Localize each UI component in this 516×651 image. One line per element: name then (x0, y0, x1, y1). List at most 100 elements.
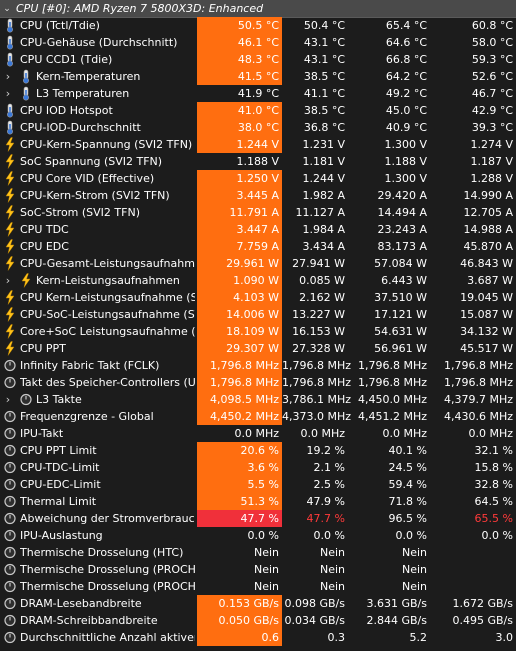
sensor-row[interactable]: Thermische Drosselung (PROCH... Nein Nein N… (0, 561, 516, 578)
sensor-row[interactable]: Durchschnittliche Anzahl aktiver ... 0.6 0… (0, 629, 516, 646)
current-value: 3.447 A (197, 221, 282, 238)
sensor-row[interactable]: IPU-Auslastung 0.0 % 0.0 % 0.0 % 0.0 % (0, 527, 516, 544)
minimum-value: 0.0 % (313, 529, 345, 542)
sensor-row[interactable]: CPU (Tctl/Tdie) 50.5 °C 50.4 °C 65.4 °C 60.8… (0, 17, 516, 34)
maximum-value: 64.2 °C (385, 70, 427, 83)
lightning-bolt-icon (4, 171, 16, 186)
sensor-name: CPU-Gesamt-Leistungsaufnahme (20, 257, 195, 270)
gauge-icon (4, 426, 16, 441)
sensor-row[interactable]: CPU-Kern-Spannung (SVI2 TFN) 1.244 V 1.231… (0, 136, 516, 153)
average-value: 3.0 (495, 631, 514, 644)
sensor-row[interactable]: CPU TDC 3.447 A 1.984 A 23.243 A 14.988 A (0, 221, 516, 238)
expand-chevron-icon[interactable]: › (5, 393, 11, 406)
current-value: 51.3 % (197, 493, 282, 510)
sensor-row[interactable]: CPU-Kern-Strom (SVI2 TFN) 3.445 A 1.982 A 2… (0, 187, 516, 204)
sensor-row[interactable]: CPU PPT Limit 20.6 % 19.2 % 40.1 % 32.1 % (0, 442, 516, 459)
current-value: 41.9 °C (237, 87, 279, 100)
sensor-row[interactable]: Core+SoC Leistungsaufnahme (S... 18.109 W… (0, 323, 516, 340)
sensor-name: L3 Temperaturen (36, 87, 130, 100)
sensor-name: DRAM-Schreibbandbreite (20, 614, 158, 627)
sensor-row[interactable]: CPU-SoC-Leistungsaufnahme (SVI...14.006 … (0, 306, 516, 323)
minimum-value: 1,796.8 MHz (282, 359, 352, 372)
sensor-row[interactable]: CPU Kern-Leistungsaufnahme (S... 4.103 W 2… (0, 289, 516, 306)
average-value: 32.8 % (474, 478, 513, 491)
minimum-value: 2.1 % (313, 461, 345, 474)
sensor-row[interactable]: › Kern-Temperaturen 41.5 °C 38.5 °C 64.2 °C 5… (0, 68, 516, 85)
gauge-icon (4, 375, 16, 390)
gauge-icon (4, 545, 16, 560)
sensor-row[interactable]: CPU Core VID (Effective) 1.250 V 1.244 V 1.… (0, 170, 516, 187)
sensor-row[interactable]: CPU-EDC-Limit 5.5 % 2.5 % 59.4 % 32.8 % (0, 476, 516, 493)
sensor-row[interactable]: › L3 Temperaturen 41.9 °C 41.1 °C 49.2 °C 46.… (0, 85, 516, 102)
sensor-row[interactable]: CPU IOD Hotspot 41.0 °C 38.5 °C 45.0 °C 42.9… (0, 102, 516, 119)
sensor-row[interactable]: CPU-IOD-Durchschnitt 38.0 °C 36.8 °C 40.9 °… (0, 119, 516, 136)
minimum-value: 0.085 W (299, 274, 345, 287)
expand-chevron-icon[interactable]: › (5, 87, 11, 100)
average-value: 19.045 W (460, 291, 513, 304)
sensor-row[interactable]: Infinity Fabric Takt (FCLK) 1,796.8 MHz 1,… (0, 357, 516, 374)
sensor-name: CPU Core VID (Effective) (20, 172, 155, 185)
sensor-group-header[interactable]: ⌄ CPU [#0]: AMD Ryzen 7 5800X3D: Enhance… (0, 0, 516, 18)
sensor-row[interactable]: DRAM-Lesebandbreite 0.153 GB/s 0.098 GB/s 3… (0, 595, 516, 612)
minimum-value: 1.181 V (302, 155, 345, 168)
current-value: 1.244 V (197, 136, 282, 153)
sensor-group-title: CPU [#0]: AMD Ryzen 7 5800X3D: Enhanced (16, 2, 264, 15)
sensor-row[interactable]: CPU-TDC-Limit 3.6 % 2.1 % 24.5 % 15.8 % (0, 459, 516, 476)
sensor-row[interactable]: CPU-Gehäuse (Durchschnitt) 46.1 °C 43.1 °C… (0, 34, 516, 51)
sensor-row[interactable]: Thermische Drosselung (PROCH... Nein Nein N… (0, 578, 516, 595)
current-value: 1,796.8 MHz (197, 357, 282, 374)
sensor-row[interactable]: Takt des Speicher-Controllers (U... 1,796… (0, 374, 516, 391)
maximum-value: Nein (401, 546, 427, 559)
sensor-row[interactable]: › L3 Takte 4,098.5 MHz 3,786.1 MHz 4,450.0 M… (0, 391, 516, 408)
lightning-bolt-icon (4, 239, 16, 254)
maximum-value: 14.494 A (377, 206, 427, 219)
average-value: 0.495 GB/s (452, 614, 514, 627)
sensor-row[interactable]: SoC-Strom (SVI2 TFN) 11.791 A 11.127 A 14.4… (0, 204, 516, 221)
sensor-row[interactable]: › Kern-Leistungsaufnahmen 1.090 W 0.085 W 6.… (0, 272, 516, 289)
current-value: 0.050 GB/s (197, 612, 282, 629)
lightning-bolt-icon (4, 324, 16, 339)
sensor-name: CPU IOD Hotspot (20, 104, 113, 117)
maximum-value: 96.5 % (388, 512, 427, 525)
average-value: 14.988 A (463, 223, 513, 236)
gauge-icon (20, 392, 32, 407)
maximum-value: 5.2 (409, 631, 428, 644)
sensor-row[interactable]: DRAM-Schreibbandbreite 0.050 GB/s 0.034 GB… (0, 612, 516, 629)
collapse-caret-icon[interactable]: ⌄ (3, 3, 11, 14)
sensor-row[interactable]: SoC Spannung (SVI2 TFN) 1.188 V 1.181 V 1.1… (0, 153, 516, 170)
maximum-value: 57.084 W (374, 257, 427, 270)
maximum-value: 49.2 °C (385, 87, 427, 100)
average-value (430, 578, 516, 595)
average-value: 64.5 % (474, 495, 513, 508)
minimum-value: Nein (319, 563, 345, 576)
sensor-row[interactable]: Thermal Limit 51.3 % 47.9 % 71.8 % 64.5 % (0, 493, 516, 510)
expand-chevron-icon[interactable]: › (5, 274, 11, 287)
sensor-name: Thermische Drosselung (PROCH... (20, 563, 195, 576)
sensor-rows: CPU (Tctl/Tdie) 50.5 °C 50.4 °C 65.4 °C 60.8… (0, 17, 516, 646)
sensor-name: IPU-Auslastung (20, 529, 103, 542)
minimum-value: 27.328 W (292, 342, 345, 355)
sensor-row[interactable]: Thermische Drosselung (HTC) Nein Nein Nein (0, 544, 516, 561)
sensor-row[interactable]: CPU CCD1 (Tdie) 48.3 °C 43.1 °C 66.8 °C 59.3… (0, 51, 516, 68)
thermometer-icon (4, 120, 16, 135)
expand-chevron-icon[interactable]: › (5, 70, 11, 83)
sensor-row[interactable]: CPU-Gesamt-Leistungsaufnahme 29.961 W 27.9… (0, 255, 516, 272)
sensor-row[interactable]: Abweichung der Stromverbrauch... 47.7 % 47… (0, 510, 516, 527)
minimum-value: Nein (319, 546, 345, 559)
sensor-row[interactable]: CPU PPT 29.307 W 27.328 W 56.961 W 45.517 W (0, 340, 516, 357)
gauge-icon (4, 477, 16, 492)
lightning-bolt-icon (4, 290, 16, 305)
minimum-value: 1.244 V (302, 172, 345, 185)
gauge-icon (4, 409, 16, 424)
minimum-value: 38.5 °C (303, 104, 345, 117)
sensor-row[interactable]: IPU-Takt 0.0 MHz 0.0 MHz 0.0 MHz 0.0 MHz (0, 425, 516, 442)
current-value: 46.1 °C (197, 34, 282, 51)
sensor-row[interactable]: Frequenzgrenze - Global 4,450.2 MHz 4,373.… (0, 408, 516, 425)
sensor-name: Core+SoC Leistungsaufnahme (S... (20, 325, 195, 338)
sensor-row[interactable]: CPU EDC 7.759 A 3.434 A 83.173 A 45.870 A (0, 238, 516, 255)
sensor-name: CPU-TDC-Limit (20, 461, 100, 474)
maximum-value: 3.631 GB/s (366, 597, 428, 610)
lightning-bolt-icon (4, 256, 16, 271)
current-value: 1.188 V (236, 155, 279, 168)
average-value: 15.087 W (460, 308, 513, 321)
